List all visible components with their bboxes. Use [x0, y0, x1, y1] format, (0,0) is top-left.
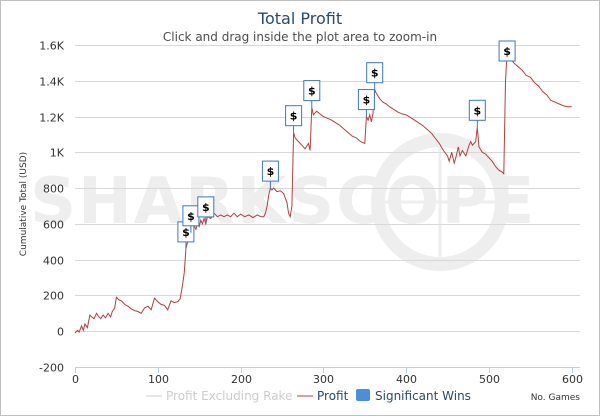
significant-win-box: [498, 40, 516, 62]
x-tick-label: 0: [72, 373, 79, 386]
significant-win-label: $: [503, 45, 511, 58]
significant-win-flag[interactable]: $: [357, 89, 375, 117]
x-tick-label: 400: [396, 373, 417, 386]
significant-win-flag[interactable]: $: [261, 160, 279, 189]
significant-win-label: $: [187, 210, 195, 223]
legend: Profit Excluding Rake Profit Significant…: [146, 389, 471, 403]
chart-subtitle: Click and drag inside the plot area to z…: [163, 30, 437, 44]
y-tick-label: 1.2K: [39, 112, 64, 125]
y-tick-label: 1.6K: [39, 40, 64, 53]
y-tick-label: 0: [57, 326, 64, 339]
y-tick-label: 1K: [50, 147, 65, 160]
significant-win-flag[interactable]: $: [498, 40, 516, 62]
x-tick-label: 300: [313, 373, 334, 386]
significant-win-flag[interactable]: $: [366, 62, 384, 90]
x-tick-label: 500: [479, 373, 500, 386]
significant-win-box: [261, 160, 279, 182]
significant-win-box: [357, 89, 375, 111]
significant-win-box: [285, 105, 303, 127]
significant-win-flag[interactable]: $: [303, 80, 321, 108]
legend-label-profit-excluding-rake: Profit Excluding Rake: [166, 389, 292, 403]
y-tick-label: 1.4K: [39, 76, 64, 89]
legend-item-significant-wins[interactable]: Significant Wins: [356, 389, 471, 403]
series-line-profit[interactable]: [74, 52, 572, 334]
significant-win-box: [197, 196, 215, 218]
y-axis-title: Cumulative Total (USD): [19, 152, 29, 256]
chart-title: Total Profit: [257, 9, 342, 28]
x-axis-title: No. Games: [531, 393, 581, 403]
significant-win-box: [366, 62, 384, 84]
axes: -200 0 200 400 600 800 1K 1.2K 1.4K 1.6K 0 100 200 30…: [39, 40, 583, 387]
significant-win-label: $: [290, 110, 298, 123]
significant-win-label: $: [473, 104, 481, 117]
watermark: SHARKSCOPE: [30, 133, 534, 271]
significant-wins-layer: $ $ $ $ $ $ $ $ $ $: [177, 40, 516, 249]
legend-label-significant-wins: Significant Wins: [375, 389, 471, 403]
series-layer: [74, 52, 572, 334]
legend-item-profit[interactable]: Profit: [297, 389, 349, 403]
significant-win-label: $: [363, 94, 371, 107]
legend-label-profit: Profit: [317, 389, 349, 403]
significant-win-flag[interactable]: $: [285, 105, 303, 133]
significant-win-box: [468, 99, 486, 121]
x-tick-label: 100: [148, 373, 169, 386]
x-tick-label: 600: [562, 373, 583, 386]
y-tick-label: 600: [43, 219, 64, 232]
significant-win-label: $: [267, 165, 275, 178]
significant-win-label: $: [202, 201, 210, 214]
y-tick-label: 800: [43, 183, 64, 196]
legend-item-profit-excluding-rake[interactable]: Profit Excluding Rake: [146, 389, 292, 403]
significant-win-flag[interactable]: $: [177, 221, 195, 249]
x-tick-label: 200: [231, 373, 252, 386]
y-tick-label: 400: [43, 255, 64, 268]
significant-win-flag[interactable]: $: [182, 205, 200, 233]
significant-win-label: $: [371, 67, 379, 80]
significant-win-flag[interactable]: $: [197, 196, 215, 224]
y-tick-label: -200: [39, 362, 64, 375]
y-tick-label: 200: [43, 290, 64, 303]
significant-win-box: [303, 80, 321, 102]
significant-win-label: $: [308, 85, 316, 98]
significant-win-label: $: [182, 226, 190, 239]
legend-swatch-significant-wins: [356, 389, 370, 401]
significant-win-flag[interactable]: $: [468, 99, 486, 128]
